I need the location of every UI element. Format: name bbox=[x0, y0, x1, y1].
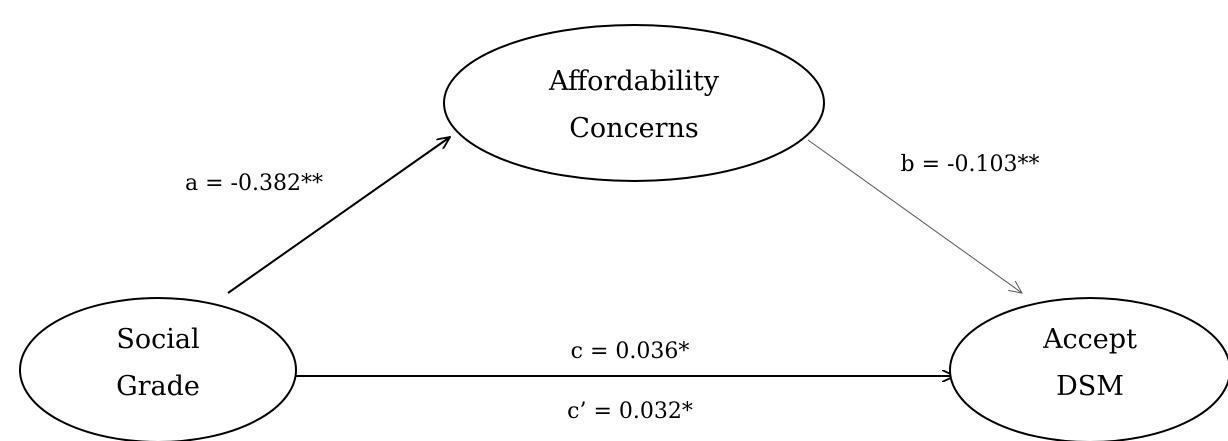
node-label: Concerns bbox=[569, 113, 699, 144]
node-label: Grade bbox=[116, 371, 200, 402]
node-social bbox=[19, 297, 297, 441]
edge-label: c’ = 0.032* bbox=[567, 399, 693, 424]
edge-label: b = -0.103** bbox=[901, 152, 1040, 177]
edge-label: c = 0.036* bbox=[571, 339, 690, 364]
node-label: Affordability bbox=[548, 66, 720, 97]
arrow-a bbox=[227, 137, 450, 294]
node-label: DSM bbox=[1056, 371, 1124, 402]
arrow-b bbox=[807, 139, 1022, 293]
node-label: Accept bbox=[1042, 324, 1137, 355]
edge-label: a = -0.382** bbox=[185, 171, 323, 196]
node-affordability bbox=[443, 24, 825, 182]
node-accept bbox=[949, 297, 1228, 441]
node-label: Social bbox=[116, 324, 199, 355]
